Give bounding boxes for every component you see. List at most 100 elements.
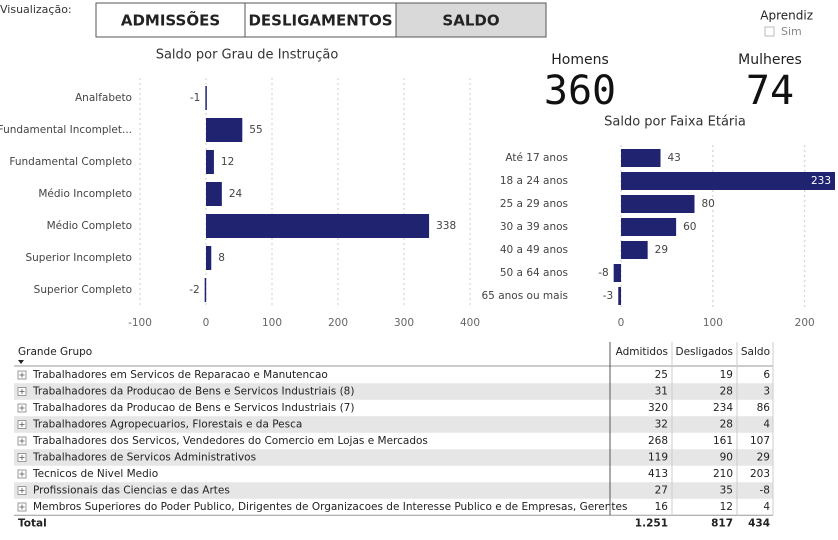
table-header: Grande Grupo <box>18 346 92 358</box>
category-label: Médio Incompleto <box>38 188 132 200</box>
row-label: Trabalhadores dos Servicos, Vendedores d… <box>32 435 428 447</box>
value-label: 233 <box>811 175 831 187</box>
row-label: Profissionais das Ciencias e das Artes <box>33 485 230 497</box>
value-label: 43 <box>668 152 681 164</box>
bar <box>204 278 207 302</box>
card-value: 74 <box>746 68 794 114</box>
total-cell: 1.251 <box>635 518 668 530</box>
view-button[interactable] <box>244 2 397 38</box>
expand-plus[interactable] <box>19 504 25 510</box>
row-band <box>14 482 773 499</box>
sort-arrow <box>18 360 24 364</box>
category-label: 30 a 39 anos <box>500 221 568 233</box>
table-cell: 234 <box>713 402 733 414</box>
view-button-label[interactable]: DESLIGAMENTOS <box>248 12 392 30</box>
card-label: Homens <box>551 52 609 68</box>
expand-plus[interactable] <box>19 455 25 460</box>
x-tick-label: 300 <box>394 317 414 329</box>
bar <box>621 218 677 236</box>
bar <box>621 149 661 167</box>
table-header: Admitidos <box>616 346 668 358</box>
table-cell: 16 <box>655 501 669 513</box>
category-label: Médio Completo <box>47 220 132 232</box>
table-cell: 107 <box>750 435 770 447</box>
table-cell: -8 <box>760 485 770 497</box>
table-header: Desligados <box>675 346 733 358</box>
table-cell: 90 <box>720 452 733 464</box>
x-tick-label: 100 <box>262 317 282 329</box>
expand-plus[interactable] <box>19 471 25 477</box>
view-button-label[interactable]: ADMISSÕES <box>121 11 220 30</box>
bar <box>621 195 695 213</box>
table-cell: 203 <box>750 468 770 480</box>
total-label: Total <box>18 518 47 530</box>
expand-plus[interactable] <box>19 488 25 493</box>
checkbox-label[interactable]: Sim <box>781 25 802 38</box>
chart-title: Saldo por Faixa Etária <box>604 115 746 130</box>
x-tick-label: 400 <box>460 317 480 329</box>
row-band <box>14 449 773 466</box>
row-band <box>14 383 773 400</box>
table-cell: 31 <box>655 386 668 398</box>
value-label: 29 <box>655 244 668 256</box>
table-cell: 27 <box>655 485 668 497</box>
view-button[interactable] <box>395 2 547 38</box>
category-label: 40 a 49 anos <box>500 244 568 256</box>
bar <box>205 86 207 110</box>
bar <box>206 246 212 270</box>
expand-plus[interactable] <box>19 372 25 378</box>
x-tick-label: -100 <box>128 317 152 329</box>
table-cell: 29 <box>757 452 770 464</box>
row-label: Membros Superiores do Poder Publico, Dir… <box>33 501 627 513</box>
value-label: -2 <box>189 284 199 296</box>
view-button-label[interactable]: SALDO <box>442 12 499 30</box>
bar <box>206 182 222 206</box>
checkbox[interactable] <box>764 26 775 37</box>
table-cell: 19 <box>720 369 733 381</box>
value-label: -8 <box>598 267 608 279</box>
total-cell: 434 <box>748 518 770 530</box>
category-label: Superior Incompleto <box>25 252 132 264</box>
table-cell: 119 <box>648 452 668 464</box>
expand-plus[interactable] <box>19 438 25 444</box>
row-label: Trabalhadores em Servicos de Reparacao e… <box>32 369 328 381</box>
table-cell: 320 <box>648 402 668 414</box>
table-cell: 6 <box>763 369 770 381</box>
row-label: Trabalhadores Agropecuarios, Florestais … <box>32 419 302 431</box>
category-label: Fundamental Incomplet... <box>0 124 132 136</box>
table-cell: 12 <box>720 501 733 513</box>
category-label: 50 a 64 anos <box>500 267 568 279</box>
table-cell: 35 <box>720 485 733 497</box>
expand-plus[interactable] <box>19 422 25 427</box>
table-cell: 161 <box>713 435 733 447</box>
expand-plus[interactable] <box>19 389 25 394</box>
x-tick-label: 0 <box>203 317 210 329</box>
expand-plus[interactable] <box>19 405 25 411</box>
table-cell: 3 <box>763 386 770 398</box>
row-label: Trabalhadores da Producao de Bens e Serv… <box>32 402 354 414</box>
bar <box>206 214 430 238</box>
category-label: 18 a 24 anos <box>500 175 568 187</box>
x-tick-label: 200 <box>328 317 348 329</box>
card-value: 360 <box>544 68 616 114</box>
bar <box>618 287 622 305</box>
bar <box>621 172 835 190</box>
card-label: Mulheres <box>738 52 802 68</box>
bar <box>613 264 622 282</box>
value-label: 55 <box>249 124 262 136</box>
category-label: Analfabeto <box>75 92 132 104</box>
category-label: Fundamental Completo <box>9 156 132 168</box>
x-tick-label: 100 <box>703 317 723 329</box>
value-label: -1 <box>190 92 200 104</box>
value-label: 8 <box>218 252 225 264</box>
x-tick-label: 200 <box>795 317 815 329</box>
value-label: 338 <box>436 220 456 232</box>
bar <box>206 118 243 142</box>
view-button[interactable] <box>95 2 246 38</box>
table-cell: 4 <box>763 419 770 431</box>
row-label: Trabalhadores de Servicos Administrativo… <box>32 452 256 464</box>
row-label: Tecnicos de Nivel Medio <box>32 468 158 480</box>
table-cell: 86 <box>757 402 771 414</box>
value-label: 24 <box>229 188 243 200</box>
